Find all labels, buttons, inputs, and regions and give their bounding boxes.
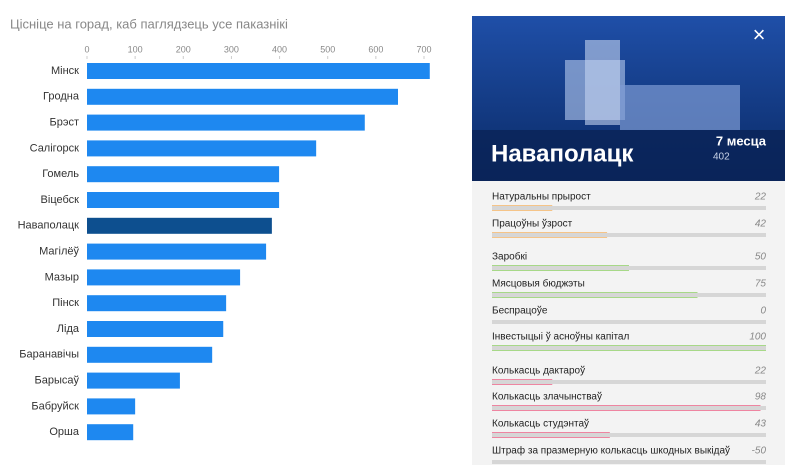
rank: 7 месца <box>716 133 767 148</box>
indicator-name: Натуральны прырост <box>492 192 591 203</box>
indicator-track <box>492 320 766 324</box>
x-tick-label: 700 <box>416 44 431 54</box>
x-tick-label: 400 <box>272 44 287 54</box>
bar[interactable] <box>87 424 134 441</box>
indicator-track <box>492 346 766 350</box>
city-name: Наваполацк <box>491 140 634 167</box>
indicator-track <box>492 406 766 410</box>
x-tick-label: 500 <box>320 44 335 54</box>
building <box>585 40 620 125</box>
chart-title: Цісніце на горад, каб паглядзець усе пак… <box>10 16 288 31</box>
bar[interactable] <box>87 63 430 79</box>
y-tick-label: Салігорск <box>30 142 80 154</box>
indicator-track <box>492 266 766 270</box>
y-tick-label: Віцебск <box>41 194 80 206</box>
indicator-value: 100 <box>749 332 766 343</box>
y-tick-label: Мазыр <box>45 271 79 283</box>
x-tick-label: 100 <box>128 44 143 54</box>
indicator-track <box>492 206 766 210</box>
indicator-name: Беспрацоўе <box>492 305 548 317</box>
indicator-value: -50 <box>752 446 767 457</box>
y-tick-label: Брэст <box>50 117 80 129</box>
y-tick-label: Гомель <box>42 168 79 180</box>
x-tick-label: 0 <box>84 44 89 54</box>
indicator-track <box>492 380 766 384</box>
bar[interactable] <box>87 295 227 312</box>
indicator-track <box>492 293 766 297</box>
indicator-name: Штраф за празмерную колькасць шкодных вы… <box>492 445 730 457</box>
indicator-value: 98 <box>755 392 767 403</box>
bar[interactable] <box>87 114 365 131</box>
y-tick-label: Наваполацк <box>18 220 80 232</box>
indicator-value: 75 <box>755 279 767 290</box>
x-tick-label: 200 <box>176 44 191 54</box>
bar[interactable] <box>87 217 272 234</box>
indicator-value: 50 <box>755 252 767 263</box>
y-tick-label: Барысаў <box>35 375 80 387</box>
close-button[interactable]: × <box>753 22 766 47</box>
y-tick-label: Орша <box>49 426 79 438</box>
bar[interactable] <box>87 88 399 105</box>
indicator-name: Працоўны ўзрост <box>492 218 573 230</box>
x-tick-label: 300 <box>224 44 239 54</box>
x-tick-label: 600 <box>368 44 383 54</box>
indicator-value: 0 <box>760 306 766 317</box>
bar[interactable] <box>87 346 213 363</box>
bar[interactable] <box>87 140 317 157</box>
y-tick-label: Баранавічы <box>19 349 79 361</box>
y-tick-label: Бабруйск <box>31 400 79 412</box>
indicator-name: Мясцовыя бюджэты <box>492 278 585 290</box>
bar[interactable] <box>87 166 280 183</box>
bar[interactable] <box>87 243 267 260</box>
indicator-track <box>492 460 766 464</box>
bar[interactable] <box>87 321 224 337</box>
indicator-track <box>492 433 766 437</box>
indicator-name: Інвестыцыі ў асноўны капітал <box>492 331 629 343</box>
indicator-value: 22 <box>754 192 767 203</box>
indicator-value: 22 <box>754 366 767 377</box>
score: 402 <box>713 152 730 163</box>
indicator-value: 42 <box>755 219 767 230</box>
bar[interactable] <box>87 192 280 208</box>
indicator-name: Колькасць злачынстваў <box>492 391 602 403</box>
y-tick-label: Гродна <box>43 91 80 103</box>
indicator-value: 43 <box>755 419 767 430</box>
y-tick-label: Мінск <box>51 65 79 77</box>
indicator-name: Колькасць студэнтаў <box>492 418 589 430</box>
indicator-track <box>492 233 766 237</box>
photo-shade <box>472 130 785 181</box>
bar[interactable] <box>87 269 241 286</box>
y-tick-label: Пінск <box>52 297 79 309</box>
y-tick-label: Магілёў <box>39 246 79 258</box>
indicator-name: Заробкі <box>492 251 527 263</box>
indicator-bar <box>355 460 492 465</box>
bar[interactable] <box>87 372 180 389</box>
building <box>620 85 740 130</box>
y-tick-label: Ліда <box>57 323 80 335</box>
indicator-name: Колькасць дактароў <box>492 365 585 377</box>
bar[interactable] <box>87 398 136 415</box>
